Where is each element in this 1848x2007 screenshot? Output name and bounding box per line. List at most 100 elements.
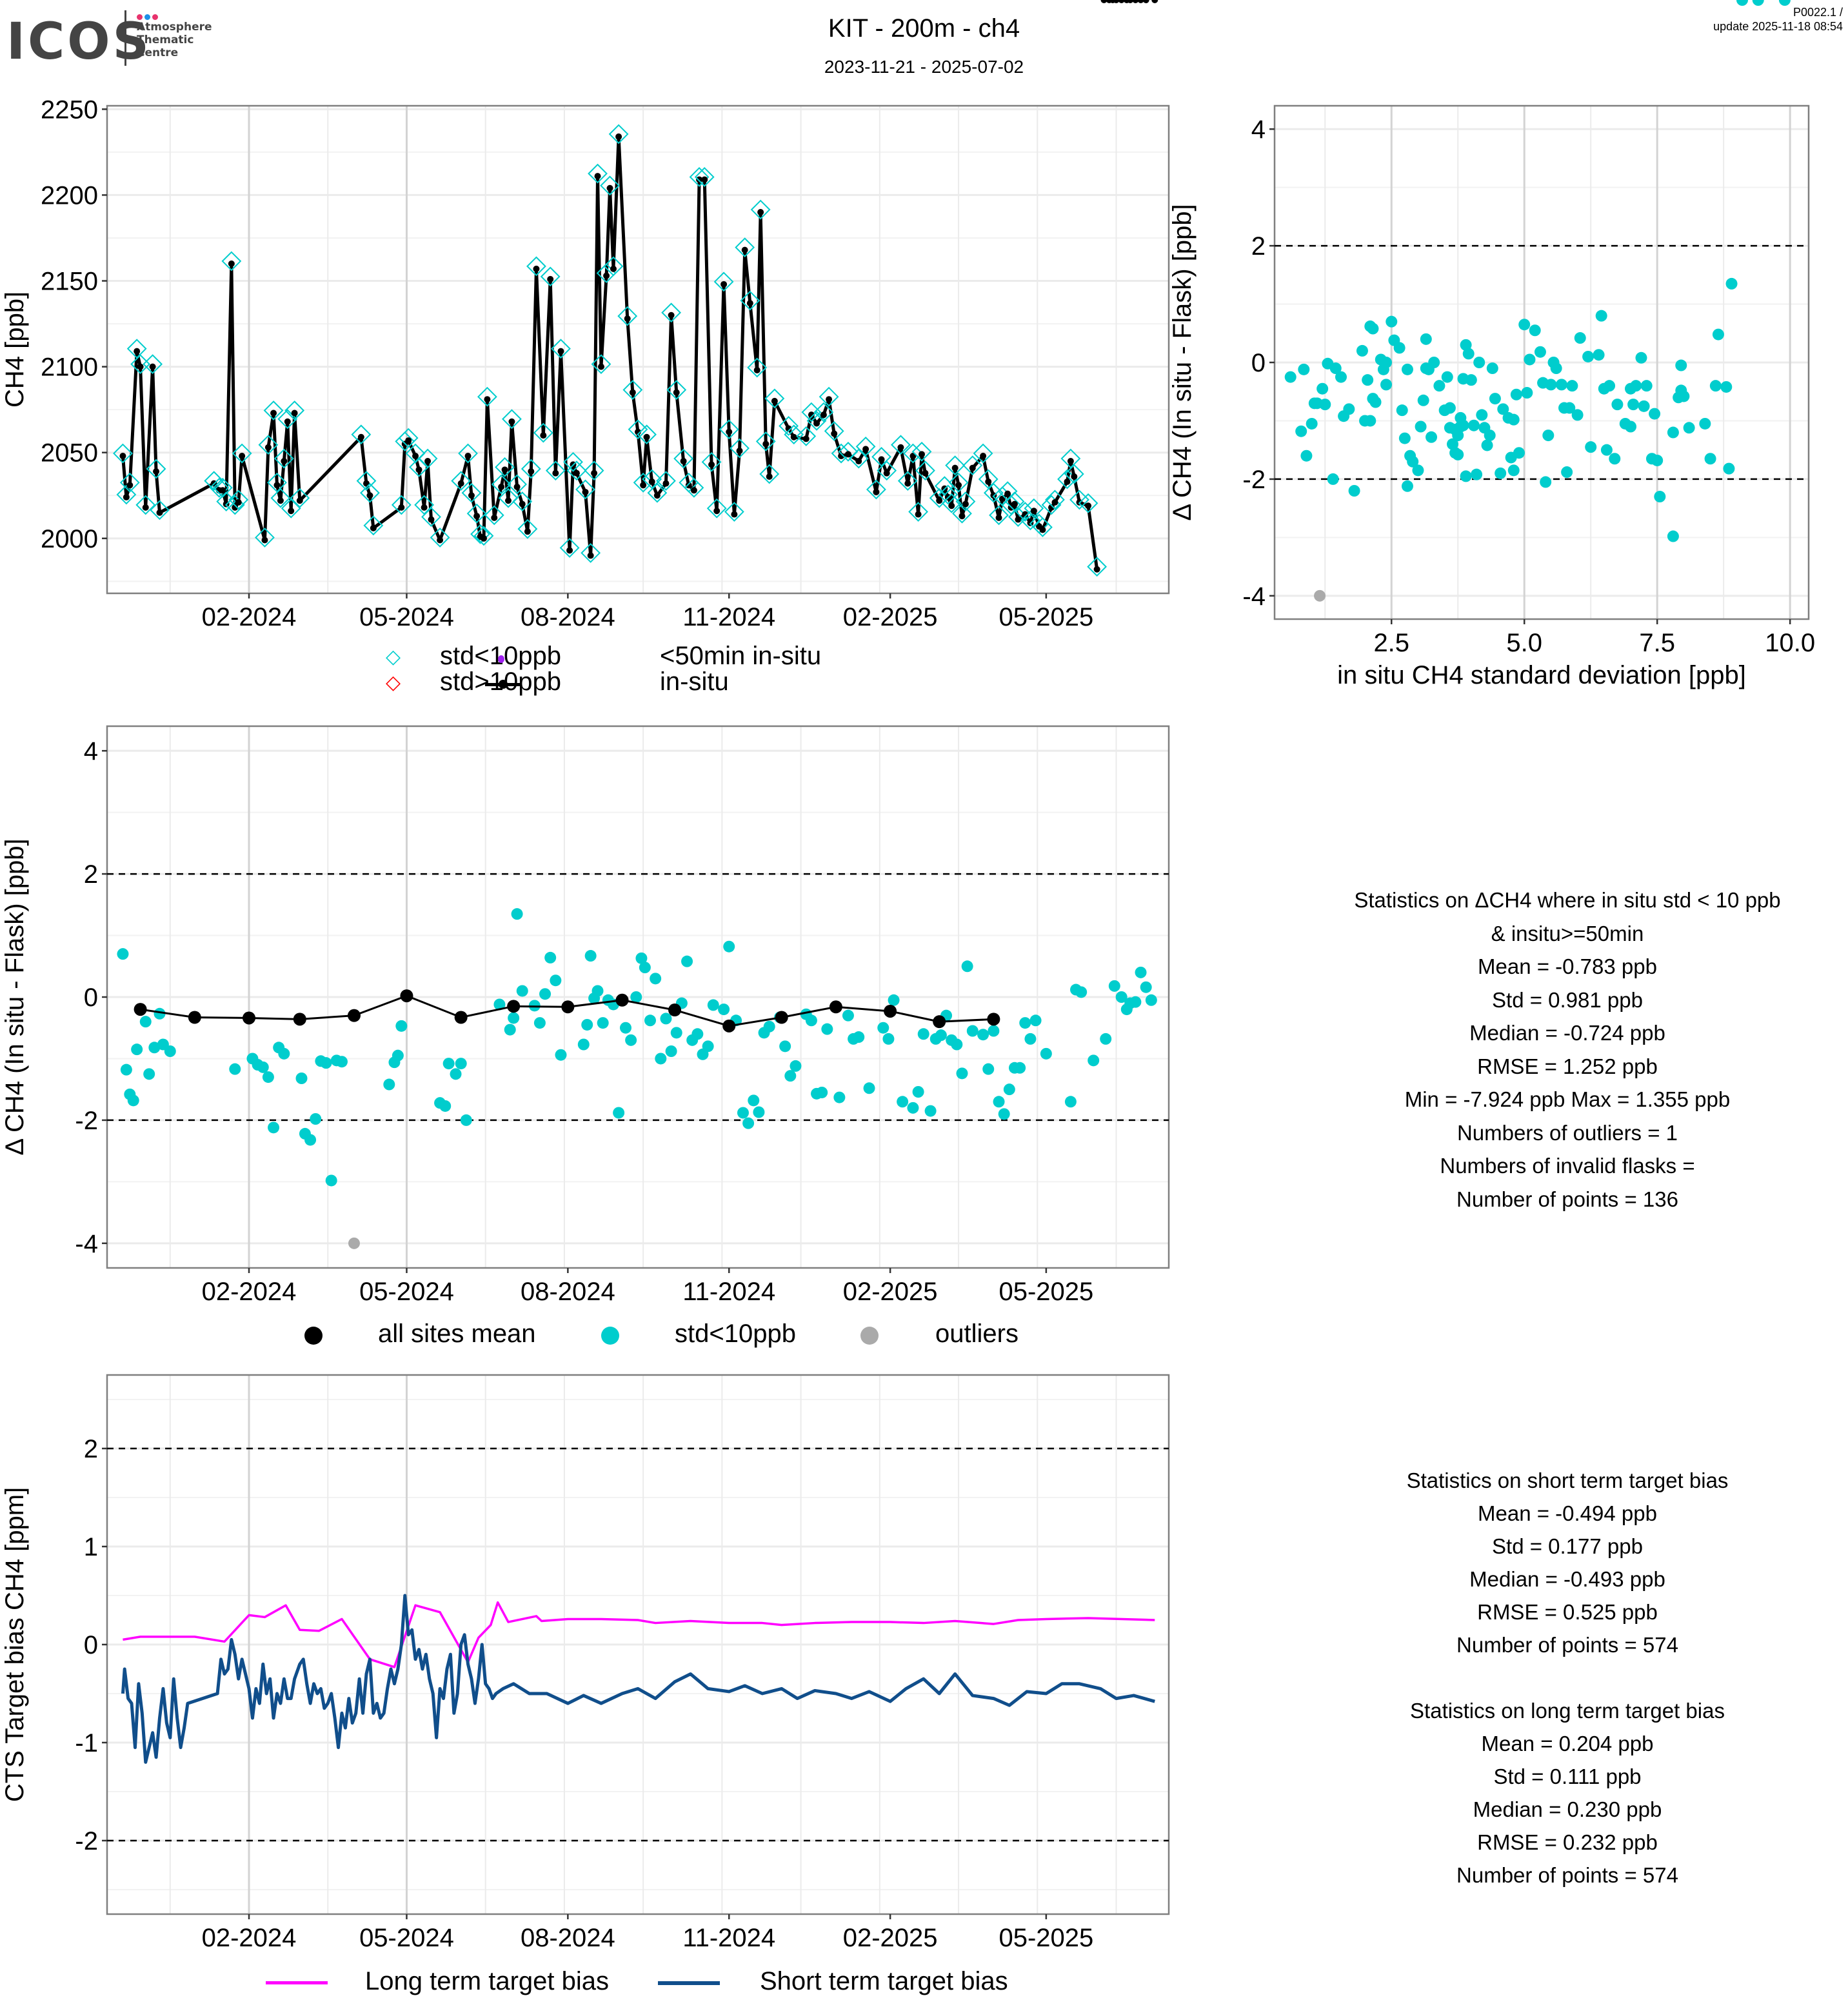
in-situ-point <box>726 428 733 435</box>
scatter-point <box>1635 351 1647 364</box>
in-situ-point <box>1093 566 1100 573</box>
delta-point <box>935 1029 947 1042</box>
scatter-point <box>1574 332 1586 344</box>
scatter-point <box>1497 403 1509 415</box>
in-situ-point <box>951 464 959 471</box>
flask-diamond-marker <box>150 500 170 520</box>
chart-target-bias: -2 -1 0 1 2 02-2024 05-2024 08-2024 11-2024 02-20… <box>1 1374 1170 1952</box>
y-tick-label: -2 <box>75 1107 98 1135</box>
delta-point <box>320 1057 332 1069</box>
flask-diamond-marker <box>517 519 538 539</box>
in-situ-point <box>680 458 687 465</box>
delta-point <box>229 1063 241 1075</box>
legend-label-long-term: Long term target bias <box>365 1967 609 1995</box>
in-situ-point <box>753 366 760 373</box>
scatter-point <box>1412 464 1424 477</box>
flask-diamond-marker <box>351 424 372 445</box>
stats-std: Std = 0.981 ppb <box>1492 987 1643 1012</box>
y-tick-label: -4 <box>75 1230 98 1258</box>
flask-diamond-marker <box>689 167 710 187</box>
scatter-point <box>1460 339 1472 351</box>
flask-diamond-marker <box>526 256 546 277</box>
in-situ-point <box>955 482 962 489</box>
stats-line: Statistics on long term target bias <box>1410 1699 1725 1723</box>
y-tick-label: -4 <box>1242 582 1266 611</box>
legend-label-std-lt-10: std<10ppb <box>675 1320 796 1348</box>
flask-diamond-marker <box>622 380 643 400</box>
delta-point <box>268 1122 280 1134</box>
flask-diamond-marker <box>617 306 638 326</box>
delta-point <box>1145 994 1157 1006</box>
flask-diamond-marker <box>779 416 799 436</box>
long-term-bias-line <box>123 1601 1155 1668</box>
in-situ-point <box>366 492 373 499</box>
logo-dot-3 <box>152 14 158 20</box>
flask-diamond-marker <box>628 419 648 440</box>
stats-spacer <box>1258 1661 1848 1694</box>
in-situ-point <box>844 451 851 458</box>
flask-diamond-marker <box>713 272 734 292</box>
in-situ-point <box>219 487 226 494</box>
in-situ-point <box>635 428 641 435</box>
delta-point <box>670 1027 682 1039</box>
x-tick-label: 11-2024 <box>682 603 775 631</box>
scatter-point <box>1736 0 1749 6</box>
in-situ-point <box>505 497 512 504</box>
scatter-point <box>1778 0 1791 6</box>
scatter-point <box>1401 363 1413 375</box>
in-situ-point <box>156 509 163 516</box>
scatter-point <box>1462 348 1475 360</box>
y-tick-label: 0 <box>1251 349 1266 377</box>
logo-dot-2 <box>144 14 150 20</box>
in-situ-point <box>1048 504 1055 511</box>
in-situ-point <box>701 176 708 183</box>
all-sites-mean-point <box>884 1004 897 1018</box>
date-range: 2023-11-21 - 2025-07-02 <box>824 57 1024 77</box>
scatter-point <box>1654 491 1666 503</box>
delta-point <box>988 1025 1000 1037</box>
flask-diamond-marker <box>747 357 768 378</box>
in-situ-point <box>606 184 613 192</box>
delta-point <box>516 985 528 997</box>
flask-diamond-marker <box>135 495 156 515</box>
legend-magenta-line-icon <box>266 1981 328 1984</box>
y-tick-label: 2100 <box>41 353 98 382</box>
in-situ-point <box>1011 500 1018 508</box>
legend-navy-line-icon <box>658 1981 720 1985</box>
scatter-point <box>1465 374 1477 386</box>
flask-diamond-marker <box>838 441 859 462</box>
in-situ-point <box>370 524 377 531</box>
flask-diamond-marker <box>270 488 291 508</box>
flask-diamond-marker <box>740 290 760 311</box>
scatter-point <box>1609 453 1621 465</box>
in-situ-point <box>142 504 149 511</box>
in-situ-point <box>533 265 540 272</box>
in-situ-point <box>643 433 650 440</box>
delta-point <box>278 1047 290 1060</box>
in-situ-point <box>1085 502 1092 509</box>
x-tick-label: 08-2024 <box>521 1924 615 1952</box>
delta-point <box>460 1114 472 1126</box>
in-situ-point <box>284 418 291 425</box>
flask-diamond-marker <box>978 469 999 489</box>
scatter-point <box>1316 382 1329 395</box>
flask-diamond-marker <box>735 237 755 258</box>
in-situ-point <box>473 513 481 520</box>
scatter-point <box>1518 319 1531 331</box>
bias-statistics: Statistics on short term target bias Mea… <box>1258 1464 1848 1892</box>
legend-purple-dot-icon <box>498 655 504 663</box>
scatter-point <box>1306 417 1318 430</box>
in-situ-point <box>513 483 521 490</box>
in-situ-point <box>228 260 235 267</box>
x-tick-label: 2.5 <box>1373 629 1409 657</box>
delta-point <box>511 908 523 920</box>
scatter-point <box>1638 400 1650 412</box>
y-axis-label: CH4 [ppb] <box>1 292 29 408</box>
plot-background <box>107 106 1169 593</box>
update-timestamp: update 2025-11-18 08:54 <box>1713 20 1843 33</box>
y-tick-label: 2 <box>1251 232 1266 261</box>
in-situ-point <box>277 497 284 504</box>
in-situ-point <box>919 451 926 458</box>
scatter-point <box>1752 0 1764 6</box>
x-tick-label: 02-2024 <box>202 1924 297 1952</box>
